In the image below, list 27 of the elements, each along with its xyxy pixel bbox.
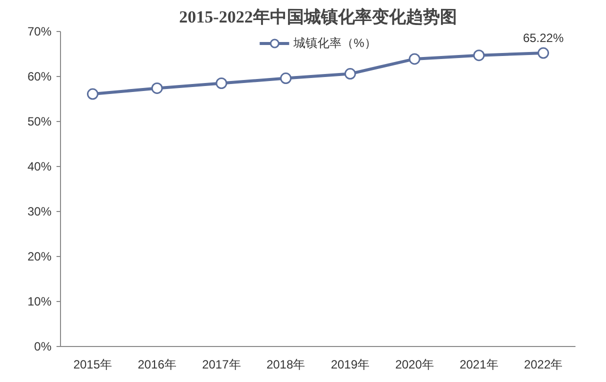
x-tick-label: 2020年 xyxy=(395,358,434,372)
x-tick-label: 2015年 xyxy=(73,358,112,372)
point xyxy=(86,88,98,100)
point xyxy=(216,78,228,89)
point xyxy=(151,82,163,94)
point xyxy=(473,50,485,62)
x-tick-label: 2018年 xyxy=(266,358,306,372)
legend-label: 城镇化率（%） xyxy=(294,34,376,52)
chart-title: 2015-2022年中国城镇化率变化趋势图 xyxy=(179,8,457,26)
y-tick-label: 70% xyxy=(27,24,52,38)
x-tick-label: 2022年 xyxy=(524,358,563,372)
y-tick-label: 0% xyxy=(34,340,52,354)
y-tick-label: 20% xyxy=(27,250,52,264)
point xyxy=(538,47,550,59)
point xyxy=(280,72,292,84)
point xyxy=(408,53,420,65)
data-label: 65.22% xyxy=(522,31,564,46)
point xyxy=(344,68,356,80)
x-tick-label: 2017年 xyxy=(202,358,241,372)
x-tick-label: 2019年 xyxy=(330,358,370,372)
y-tick-label: 60% xyxy=(27,70,52,84)
x-tick-label: 2016年 xyxy=(138,358,176,372)
y-tick-label: 10% xyxy=(27,294,52,308)
y-tick-label: 30% xyxy=(27,204,52,218)
x-tick-label: 2021年 xyxy=(460,358,498,372)
y-tick-label: 40% xyxy=(27,160,52,174)
y-tick-label: 50% xyxy=(27,114,52,128)
